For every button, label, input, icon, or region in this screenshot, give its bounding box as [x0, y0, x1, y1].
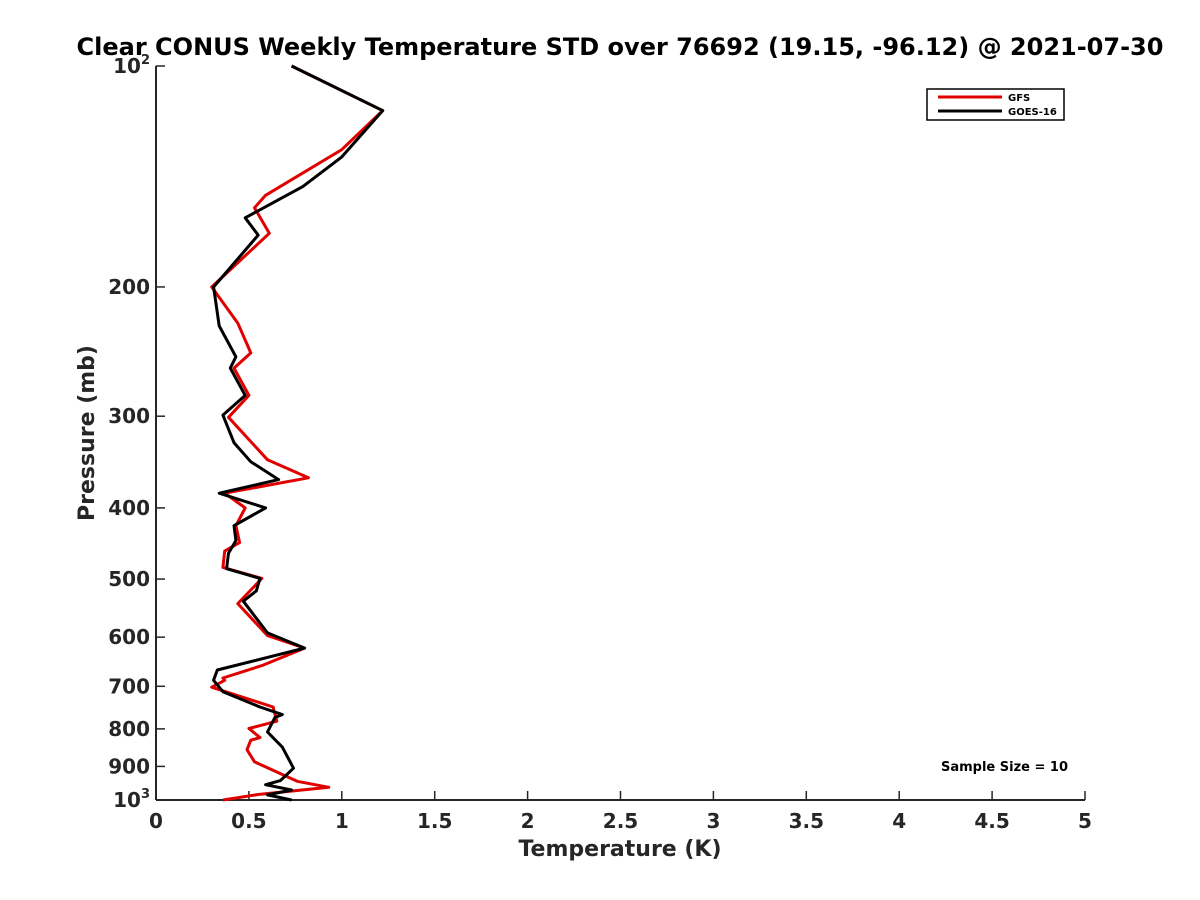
x-tick-label: 3	[706, 809, 720, 833]
sample-size-annotation: Sample Size = 10	[941, 760, 1068, 775]
x-tick-label: 0	[149, 809, 163, 833]
y-tick-label: 102	[113, 53, 150, 78]
y-tick-label: 600	[108, 625, 150, 649]
x-axis-ticks: 0 0.5 1 1.5 2 2.5 3 3.5 4 4.5 5	[149, 791, 1092, 833]
x-tick-label: 3.5	[789, 809, 824, 833]
y-tick-label: 900	[108, 754, 150, 778]
chart-title: Clear CONUS Weekly Temperature STD over …	[77, 33, 1164, 61]
series-line-goes-16	[212, 64, 385, 802]
x-tick-label: 4.5	[974, 809, 1009, 833]
legend: GFS GOES-16	[926, 88, 1065, 121]
x-tick-label: 0.5	[231, 809, 266, 833]
x-axis-label: Temperature (K)	[518, 837, 721, 862]
x-tick-label: 4	[892, 809, 906, 833]
series-layer	[210, 64, 385, 802]
y-tick-label: 103	[113, 787, 150, 812]
x-tick-label: 2	[521, 809, 535, 833]
x-tick-label: 1.5	[417, 809, 452, 833]
y-tick-label: 500	[108, 567, 150, 591]
y-tick-label: 800	[108, 717, 150, 741]
y-tick-label: 200	[108, 275, 150, 299]
x-tick-label: 1	[335, 809, 349, 833]
y-tick-label: 700	[108, 674, 150, 698]
y-axis-label: Pressure (mb)	[75, 345, 100, 521]
y-axis-ticks: 102 200 300 400 500 600 700 800 900 103	[108, 53, 165, 812]
legend-box	[926, 88, 1065, 121]
legend-label-gfs: GFS	[1008, 93, 1030, 104]
legend-label-goes-16: GOES-16	[1008, 107, 1057, 118]
x-tick-label: 2.5	[603, 809, 638, 833]
y-tick-label: 400	[108, 496, 150, 520]
x-tick-label: 5	[1078, 809, 1092, 833]
y-tick-label: 300	[108, 404, 150, 428]
